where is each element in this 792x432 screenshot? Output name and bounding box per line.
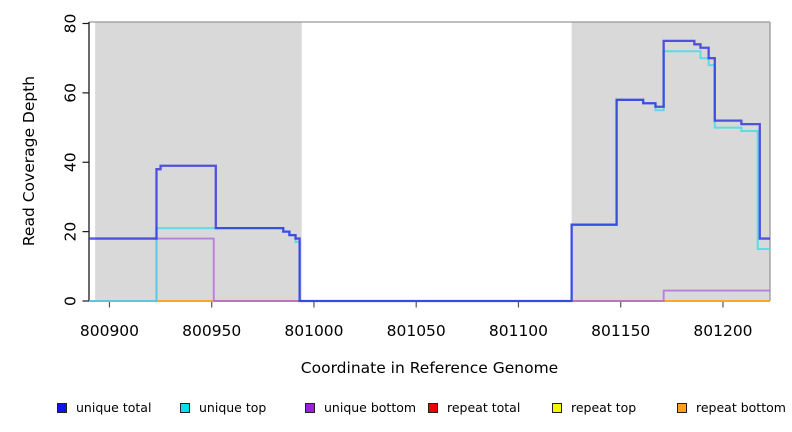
- y-axis-label: Read Coverage Depth: [20, 75, 38, 247]
- legend-item-unique-total: unique total: [57, 400, 151, 415]
- x-tick-label: 800900: [80, 322, 139, 340]
- x-tick-label: 800950: [182, 322, 241, 340]
- legend-label: repeat top: [571, 400, 637, 415]
- series-line-unique-total: [89, 39, 770, 303]
- legend-item-repeat-bottom: repeat bottom: [677, 400, 786, 415]
- legend-swatch-repeat-bottom: [677, 402, 687, 413]
- legend-label: repeat bottom: [696, 400, 786, 415]
- legend-item-unique-bottom: unique bottom: [305, 400, 416, 415]
- y-tick-label: 60: [62, 83, 80, 103]
- x-tick-label: 801200: [693, 322, 752, 340]
- x-tick-label: 801050: [387, 322, 446, 340]
- y-tick-label: 40: [62, 152, 80, 172]
- legend-swatch-repeat-top: [552, 402, 562, 413]
- y-tick-label: 20: [62, 222, 80, 242]
- legend-swatch-unique-bottom: [305, 402, 315, 413]
- legend-swatch-repeat-total: [428, 402, 438, 413]
- legend-label: repeat total: [447, 400, 521, 415]
- legend: unique total unique top unique bottom repea…: [0, 396, 792, 420]
- y-tick-label: 80: [62, 14, 80, 34]
- legend-item-repeat-top: repeat top: [552, 400, 636, 415]
- legend-label: unique bottom: [324, 400, 417, 415]
- x-tick-label: 801100: [489, 322, 548, 340]
- x-axis-label: Coordinate in Reference Genome: [300, 359, 559, 377]
- legend-item-repeat-total: repeat total: [428, 400, 520, 415]
- shaded-region-0: [95, 22, 302, 301]
- legend-swatch-unique-top: [180, 402, 190, 413]
- y-tick-label: 0: [62, 296, 80, 306]
- legend-label: unique total: [76, 400, 152, 415]
- x-tick-label: 801150: [591, 322, 650, 340]
- shaded-region-1: [571, 22, 770, 301]
- legend-swatch-unique-total: [57, 402, 67, 413]
- legend-label: unique top: [199, 400, 267, 415]
- legend-item-unique-top: unique top: [180, 400, 266, 415]
- x-tick-label: 801000: [284, 322, 343, 340]
